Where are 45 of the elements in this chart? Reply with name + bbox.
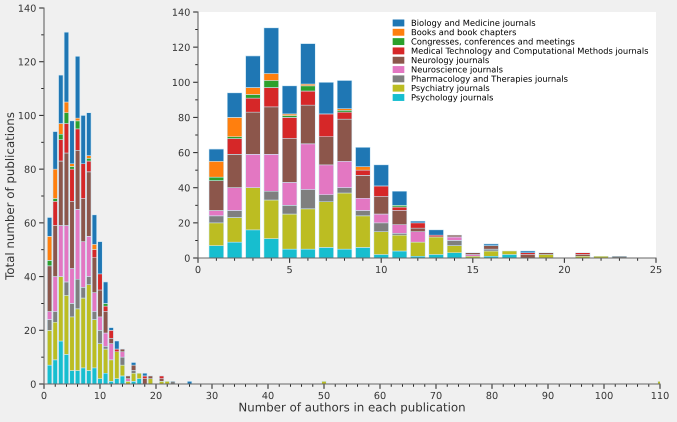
legend-label: Congresses, conferences and meetings <box>411 38 574 46</box>
legend-label: Neurology journals <box>412 56 489 65</box>
y-tick-label: 100 <box>172 78 190 86</box>
x-tick-label: 80 <box>486 392 498 400</box>
x-tick-label: 0 <box>196 266 200 274</box>
x-tick-label: 0 <box>42 392 46 400</box>
x-tick-label: 110 <box>652 392 669 400</box>
x-tick-label: 20 <box>150 392 162 400</box>
y-tick-label: 40 <box>178 184 190 192</box>
y-tick-label: 40 <box>24 273 36 280</box>
x-tick-label: 90 <box>542 392 554 400</box>
legend-label: Biology and Medicine journals <box>412 20 536 28</box>
x-axis-title: Number of authors in each publication <box>240 402 465 414</box>
x-tick-label: 50 <box>318 392 330 400</box>
y-tick-label: 0 <box>184 254 190 262</box>
x-tick-label: 10 <box>376 266 387 274</box>
x-tick-label: 20 <box>558 266 570 274</box>
legend-label: Psychology journals <box>412 94 494 102</box>
x-tick-label: 5 <box>287 266 292 274</box>
legend-label: Psychiatry journals <box>412 84 490 93</box>
legend-label: Pharmacology and Therapies journals <box>412 75 568 84</box>
legend-label: Medical Technology and Computational Methods journals <box>412 47 648 56</box>
x-tick-label: 40 <box>262 392 274 400</box>
y-axis-title: Total number of publications <box>4 112 16 280</box>
y-tick-label: 80 <box>24 166 36 173</box>
y-tick-label: 140 <box>18 4 36 12</box>
y-tick-label: 20 <box>24 326 36 334</box>
y-tick-label: 80 <box>178 114 190 122</box>
x-tick-label: 10 <box>94 392 106 400</box>
x-tick-label: 70 <box>430 392 442 400</box>
y-tick-label: 140 <box>172 8 190 16</box>
legend-label: Neuroscience journals <box>412 66 503 74</box>
x-tick-label: 60 <box>374 392 386 400</box>
x-tick-label: 25 <box>650 266 662 274</box>
legend-label: Books and book chapters <box>412 28 516 37</box>
x-tick-label: 100 <box>596 392 613 400</box>
y-tick-label: 60 <box>178 149 190 156</box>
x-tick-label: 30 <box>206 392 218 400</box>
y-tick-label: 120 <box>172 44 190 51</box>
y-tick-label: 120 <box>18 58 36 66</box>
x-tick-label: 15 <box>468 266 478 274</box>
y-tick-label: 20 <box>178 219 190 227</box>
y-tick-label: 0 <box>30 380 36 388</box>
y-tick-label: 100 <box>18 112 36 120</box>
y-tick-label: 60 <box>24 219 36 227</box>
